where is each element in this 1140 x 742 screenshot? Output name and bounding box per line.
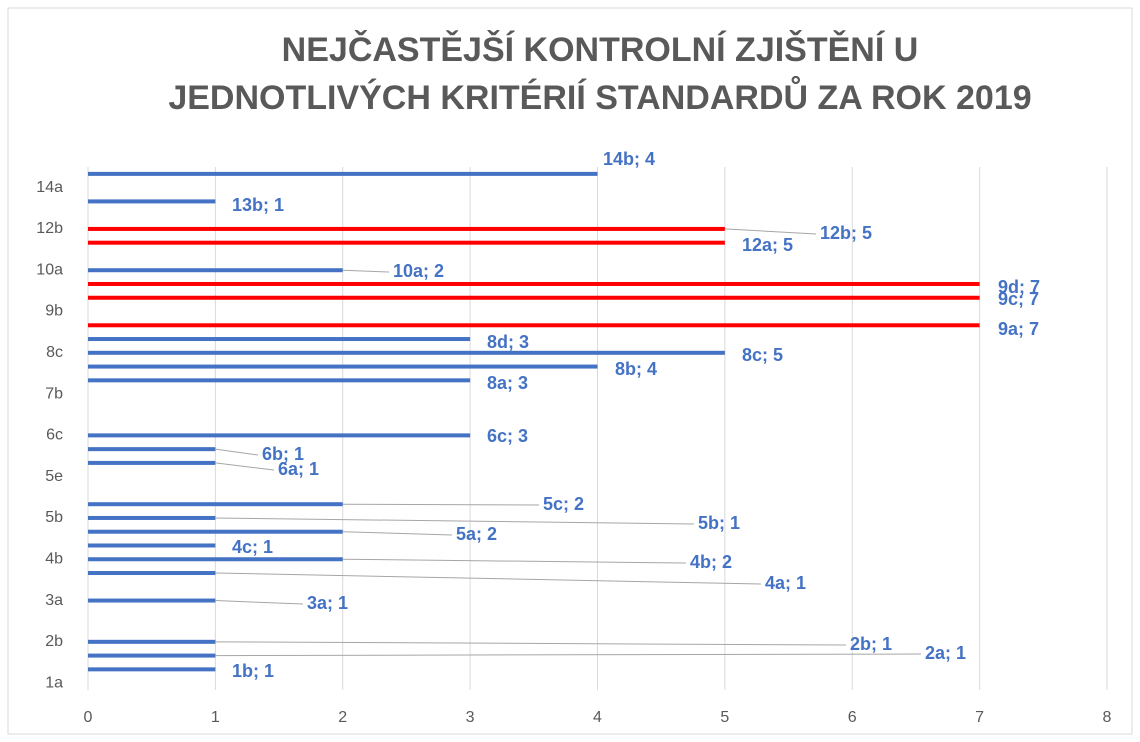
data-label: 2b; 1: [850, 634, 892, 654]
data-label: 10a; 2: [393, 261, 444, 281]
data-label: 5b; 1: [698, 513, 740, 533]
y-tick-label: 3a: [45, 592, 63, 609]
bar: [88, 529, 343, 534]
leader-line: [342, 558, 687, 564]
data-label: 5c; 2: [543, 494, 584, 514]
chart-title: JEDNOTLIVÝCH KRITÉRIÍ STANDARDŮ ZA ROK 2…: [168, 76, 1031, 117]
leader-line: [342, 269, 390, 273]
bar: [88, 460, 216, 465]
bar: [88, 557, 343, 562]
x-tick-label: 6: [848, 709, 857, 726]
data-label: 2a; 1: [925, 643, 966, 663]
data-label: 13b; 1: [232, 195, 284, 215]
leader-line: [215, 653, 922, 657]
x-tick-label: 8: [1103, 709, 1112, 726]
data-label: 6a; 1: [278, 459, 319, 479]
leader-line: [215, 517, 695, 525]
data-label: 6b; 1: [262, 444, 304, 464]
y-tick-label: 5e: [45, 468, 63, 485]
data-label: 9c; 7: [998, 289, 1039, 309]
bar: [88, 639, 216, 644]
bar: [88, 571, 216, 576]
chart-title: NEJČASTĚJŠÍ KONTROLNÍ ZJIŠTĚNÍ U: [282, 30, 919, 69]
y-tick-label: 6c: [46, 427, 63, 444]
bar: [88, 240, 725, 245]
y-tick-label: 14a: [36, 179, 63, 196]
y-tick-label: 5b: [45, 509, 63, 526]
bar: [88, 337, 471, 342]
y-tick-label: 2b: [45, 633, 63, 650]
data-label: 1b; 1: [232, 661, 274, 681]
bar: [88, 364, 598, 369]
data-label: 3a; 1: [307, 593, 348, 613]
data-label: 4b; 2: [690, 552, 732, 572]
bar: [88, 653, 216, 658]
data-label: 4c; 1: [232, 537, 273, 557]
bar: [88, 171, 598, 176]
x-tick-label: 7: [975, 709, 984, 726]
y-tick-label: 4b: [45, 550, 63, 567]
y-tick-label: 12b: [36, 220, 63, 237]
data-label: 6c; 3: [487, 426, 528, 446]
bar: [88, 667, 216, 672]
data-label: 12b; 5: [820, 223, 872, 243]
leader-line: [215, 462, 275, 471]
y-tick-label: 9b: [45, 303, 63, 320]
data-label: 12a; 5: [742, 235, 793, 255]
y-tick-label: 1a: [45, 674, 63, 691]
data-label: 8d; 3: [487, 332, 529, 352]
bar: [88, 323, 980, 328]
x-tick-label: 1: [211, 709, 220, 726]
leader-line: [215, 448, 259, 456]
x-tick-label: 0: [84, 709, 93, 726]
bar: [88, 502, 343, 507]
data-label: 8b; 4: [615, 359, 657, 379]
x-tick-label: 3: [466, 709, 475, 726]
data-label: 8a; 3: [487, 373, 528, 393]
bar: [88, 199, 216, 204]
bar: [88, 598, 216, 603]
x-tick-label: 4: [593, 709, 602, 726]
bar: [88, 268, 343, 273]
x-tick-label: 2: [338, 709, 347, 726]
bar: [88, 295, 980, 300]
leader-line: [724, 228, 817, 235]
chart-frame: [7, 7, 1133, 735]
bar: [88, 433, 471, 438]
data-label: 5a; 2: [456, 524, 497, 544]
data-label: 14b; 4: [603, 149, 655, 169]
bar: [88, 281, 980, 286]
y-tick-label: 10a: [36, 261, 63, 278]
bar: [88, 378, 471, 383]
leader-line: [342, 503, 540, 506]
y-tick-label: 8c: [46, 344, 63, 361]
leader-line: [215, 600, 304, 605]
data-label: 4a; 1: [765, 573, 806, 593]
y-tick-label: 7b: [45, 385, 63, 402]
bar: [88, 515, 216, 520]
data-label: 9d; 7: [998, 277, 1040, 297]
data-label: 9a; 7: [998, 319, 1039, 339]
bar: [88, 543, 216, 548]
bar: [88, 226, 725, 231]
bar: [88, 350, 725, 355]
leader-line: [215, 572, 762, 585]
data-label: 8c; 5: [742, 345, 783, 365]
bar: [88, 447, 216, 452]
leader-line: [215, 641, 847, 646]
x-tick-label: 5: [720, 709, 729, 726]
leader-line: [342, 531, 453, 536]
